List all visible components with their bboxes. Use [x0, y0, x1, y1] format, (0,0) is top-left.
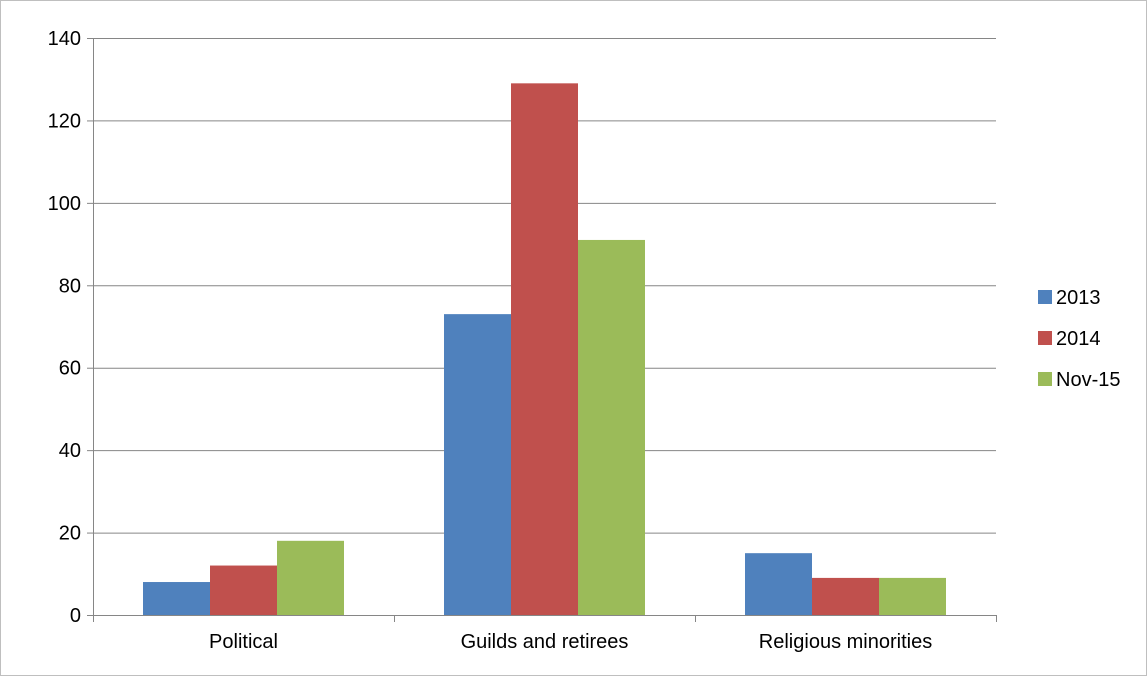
legend-swatch-Nov-15	[1038, 372, 1052, 386]
x-tick-label: Political	[209, 631, 278, 653]
bar-2013-religious-minorities	[745, 553, 812, 615]
y-tick-label: 120	[48, 110, 81, 132]
bar-2014-political	[210, 565, 277, 615]
legend-label: Nov-15	[1056, 369, 1120, 391]
y-tick-label: 20	[59, 523, 81, 545]
y-tick-label: 0	[70, 605, 81, 627]
legend-label: 2013	[1056, 287, 1101, 309]
x-tick-label: Guilds and retirees	[461, 631, 629, 653]
x-tick-labels: Political Guilds and retirees Religious mi…	[209, 631, 932, 653]
legend-swatch-2014	[1038, 331, 1052, 345]
bars	[143, 83, 946, 616]
bar-Nov-15-religious-minorities	[879, 577, 946, 615]
legend: 2013 2014 Nov-15	[1038, 287, 1120, 391]
bar-Nov-15-political	[277, 540, 344, 615]
y-tick-labels: 0 20 40 60 80 100 120 140	[48, 28, 81, 627]
x-tick-label: Religious minorities	[759, 631, 932, 653]
bar-2013-guilds-and-retirees	[444, 314, 511, 615]
bar-2014-guilds-and-retirees	[511, 83, 578, 616]
y-tick-label: 80	[59, 275, 81, 297]
bar-2014-religious-minorities	[812, 577, 879, 615]
legend-label: 2014	[1056, 328, 1101, 350]
y-tick-label: 40	[59, 440, 81, 462]
legend-swatch-2013	[1038, 290, 1052, 304]
y-tick-label: 100	[48, 193, 81, 215]
axes	[87, 38, 997, 622]
bar-2013-political	[143, 582, 210, 615]
y-tick-label: 60	[59, 358, 81, 380]
y-tick-label: 140	[48, 28, 81, 50]
bar-Nov-15-guilds-and-retirees	[578, 239, 645, 615]
